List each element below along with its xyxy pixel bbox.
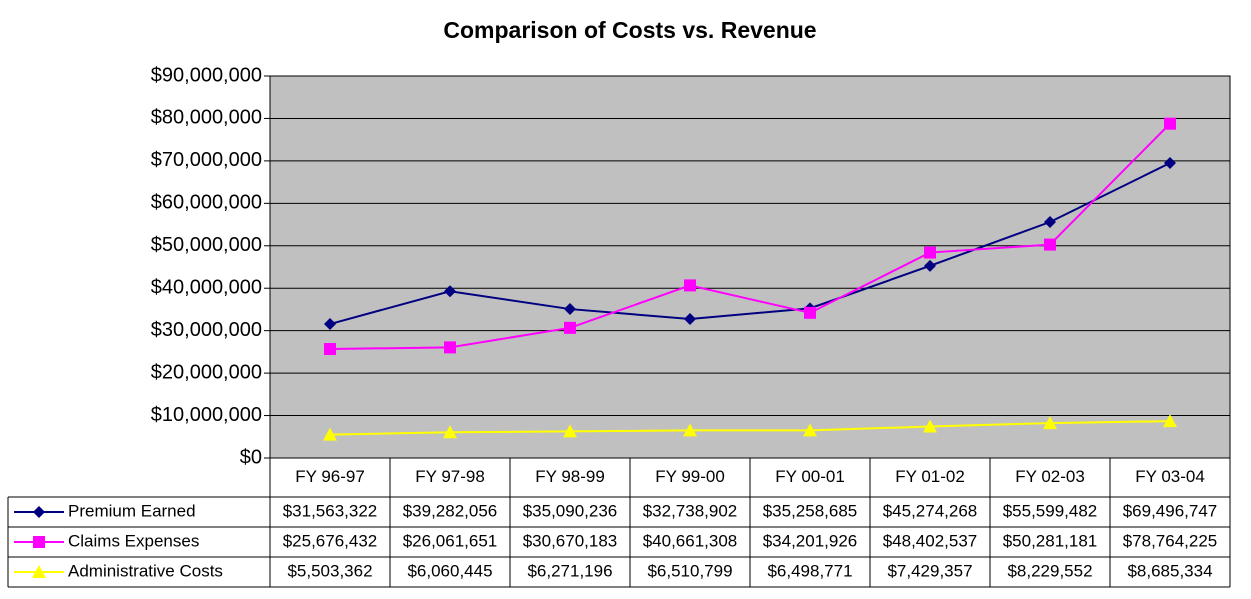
marker <box>443 425 457 439</box>
table-value: $6,498,771 <box>767 561 852 580</box>
table-value: $34,201,926 <box>763 531 858 550</box>
marker <box>923 419 937 433</box>
table-value: $6,271,196 <box>527 561 612 580</box>
x-tick-label: FY 02-03 <box>1015 467 1085 486</box>
marker <box>323 427 337 441</box>
y-tick-label: $70,000,000 <box>151 149 262 171</box>
table-value: $6,510,799 <box>647 561 732 580</box>
x-tick-label: FY 96-97 <box>295 467 365 486</box>
legend-marker <box>33 536 45 548</box>
table-value: $8,685,334 <box>1127 561 1212 580</box>
table-value: $32,738,902 <box>643 501 738 520</box>
marker <box>803 423 817 437</box>
legend-label: Claims Expenses <box>68 531 199 550</box>
series-line <box>329 162 1171 325</box>
marker <box>564 321 576 334</box>
y-tick-label: $60,000,000 <box>151 192 262 214</box>
series-line <box>329 420 1171 436</box>
marker <box>1043 416 1057 430</box>
marker <box>564 303 576 316</box>
table-value: $69,496,747 <box>1123 501 1218 520</box>
y-tick-label: $50,000,000 <box>151 234 262 256</box>
y-tick-label: $0 <box>240 446 262 468</box>
y-tick-label: $80,000,000 <box>151 107 262 129</box>
y-tick-label: $30,000,000 <box>151 319 262 341</box>
x-tick-label: FY 98-99 <box>535 467 605 486</box>
table-value: $50,281,181 <box>1003 531 1098 550</box>
table-value: $48,402,537 <box>883 531 978 550</box>
table-value: $55,599,482 <box>1003 501 1098 520</box>
table-value: $35,090,236 <box>523 501 618 520</box>
legend-label: Premium Earned <box>68 501 196 520</box>
x-tick-label: FY 00-01 <box>775 467 845 486</box>
marker <box>1044 238 1056 251</box>
marker <box>804 306 816 319</box>
marker <box>563 424 577 438</box>
marker <box>683 423 697 437</box>
marker <box>444 341 456 354</box>
y-tick-label: $20,000,000 <box>151 361 262 383</box>
x-tick-label: FY 97-98 <box>415 467 485 486</box>
legend-marker <box>32 565 46 578</box>
table-value: $35,258,685 <box>763 501 858 520</box>
marker <box>924 246 936 259</box>
marker <box>684 279 696 292</box>
marker <box>1163 414 1177 428</box>
marker <box>1164 157 1176 170</box>
table-value: $31,563,322 <box>283 501 378 520</box>
table-value: $25,676,432 <box>283 531 378 550</box>
legend-label: Administrative Costs <box>68 561 223 580</box>
y-tick-label: $90,000,000 <box>151 64 262 86</box>
marker <box>684 313 696 326</box>
marker <box>1044 216 1056 229</box>
series-line <box>329 122 1171 351</box>
marker <box>1164 117 1176 130</box>
legend-marker <box>33 506 45 518</box>
marker <box>924 259 936 272</box>
marker <box>444 285 456 298</box>
table-value: $7,429,357 <box>887 561 972 580</box>
table-value: $5,503,362 <box>287 561 372 580</box>
y-tick-label: $40,000,000 <box>151 277 262 299</box>
table-value: $6,060,445 <box>407 561 492 580</box>
marker <box>324 343 336 356</box>
x-tick-label: FY 03-04 <box>1135 467 1205 486</box>
y-tick-label: $10,000,000 <box>151 404 262 426</box>
table-value: $78,764,225 <box>1123 531 1218 550</box>
table-value: $39,282,056 <box>403 501 498 520</box>
table-value: $30,670,183 <box>523 531 618 550</box>
chart-title: Comparison of Costs vs. Revenue <box>443 17 816 43</box>
marker <box>324 318 336 331</box>
x-tick-label: FY 99-00 <box>655 467 725 486</box>
table-value: $45,274,268 <box>883 501 978 520</box>
table-value: $40,661,308 <box>643 531 738 550</box>
table-value: $26,061,651 <box>403 531 498 550</box>
table-value: $8,229,552 <box>1007 561 1092 580</box>
x-tick-label: FY 01-02 <box>895 467 965 486</box>
plot-area <box>270 76 1230 458</box>
